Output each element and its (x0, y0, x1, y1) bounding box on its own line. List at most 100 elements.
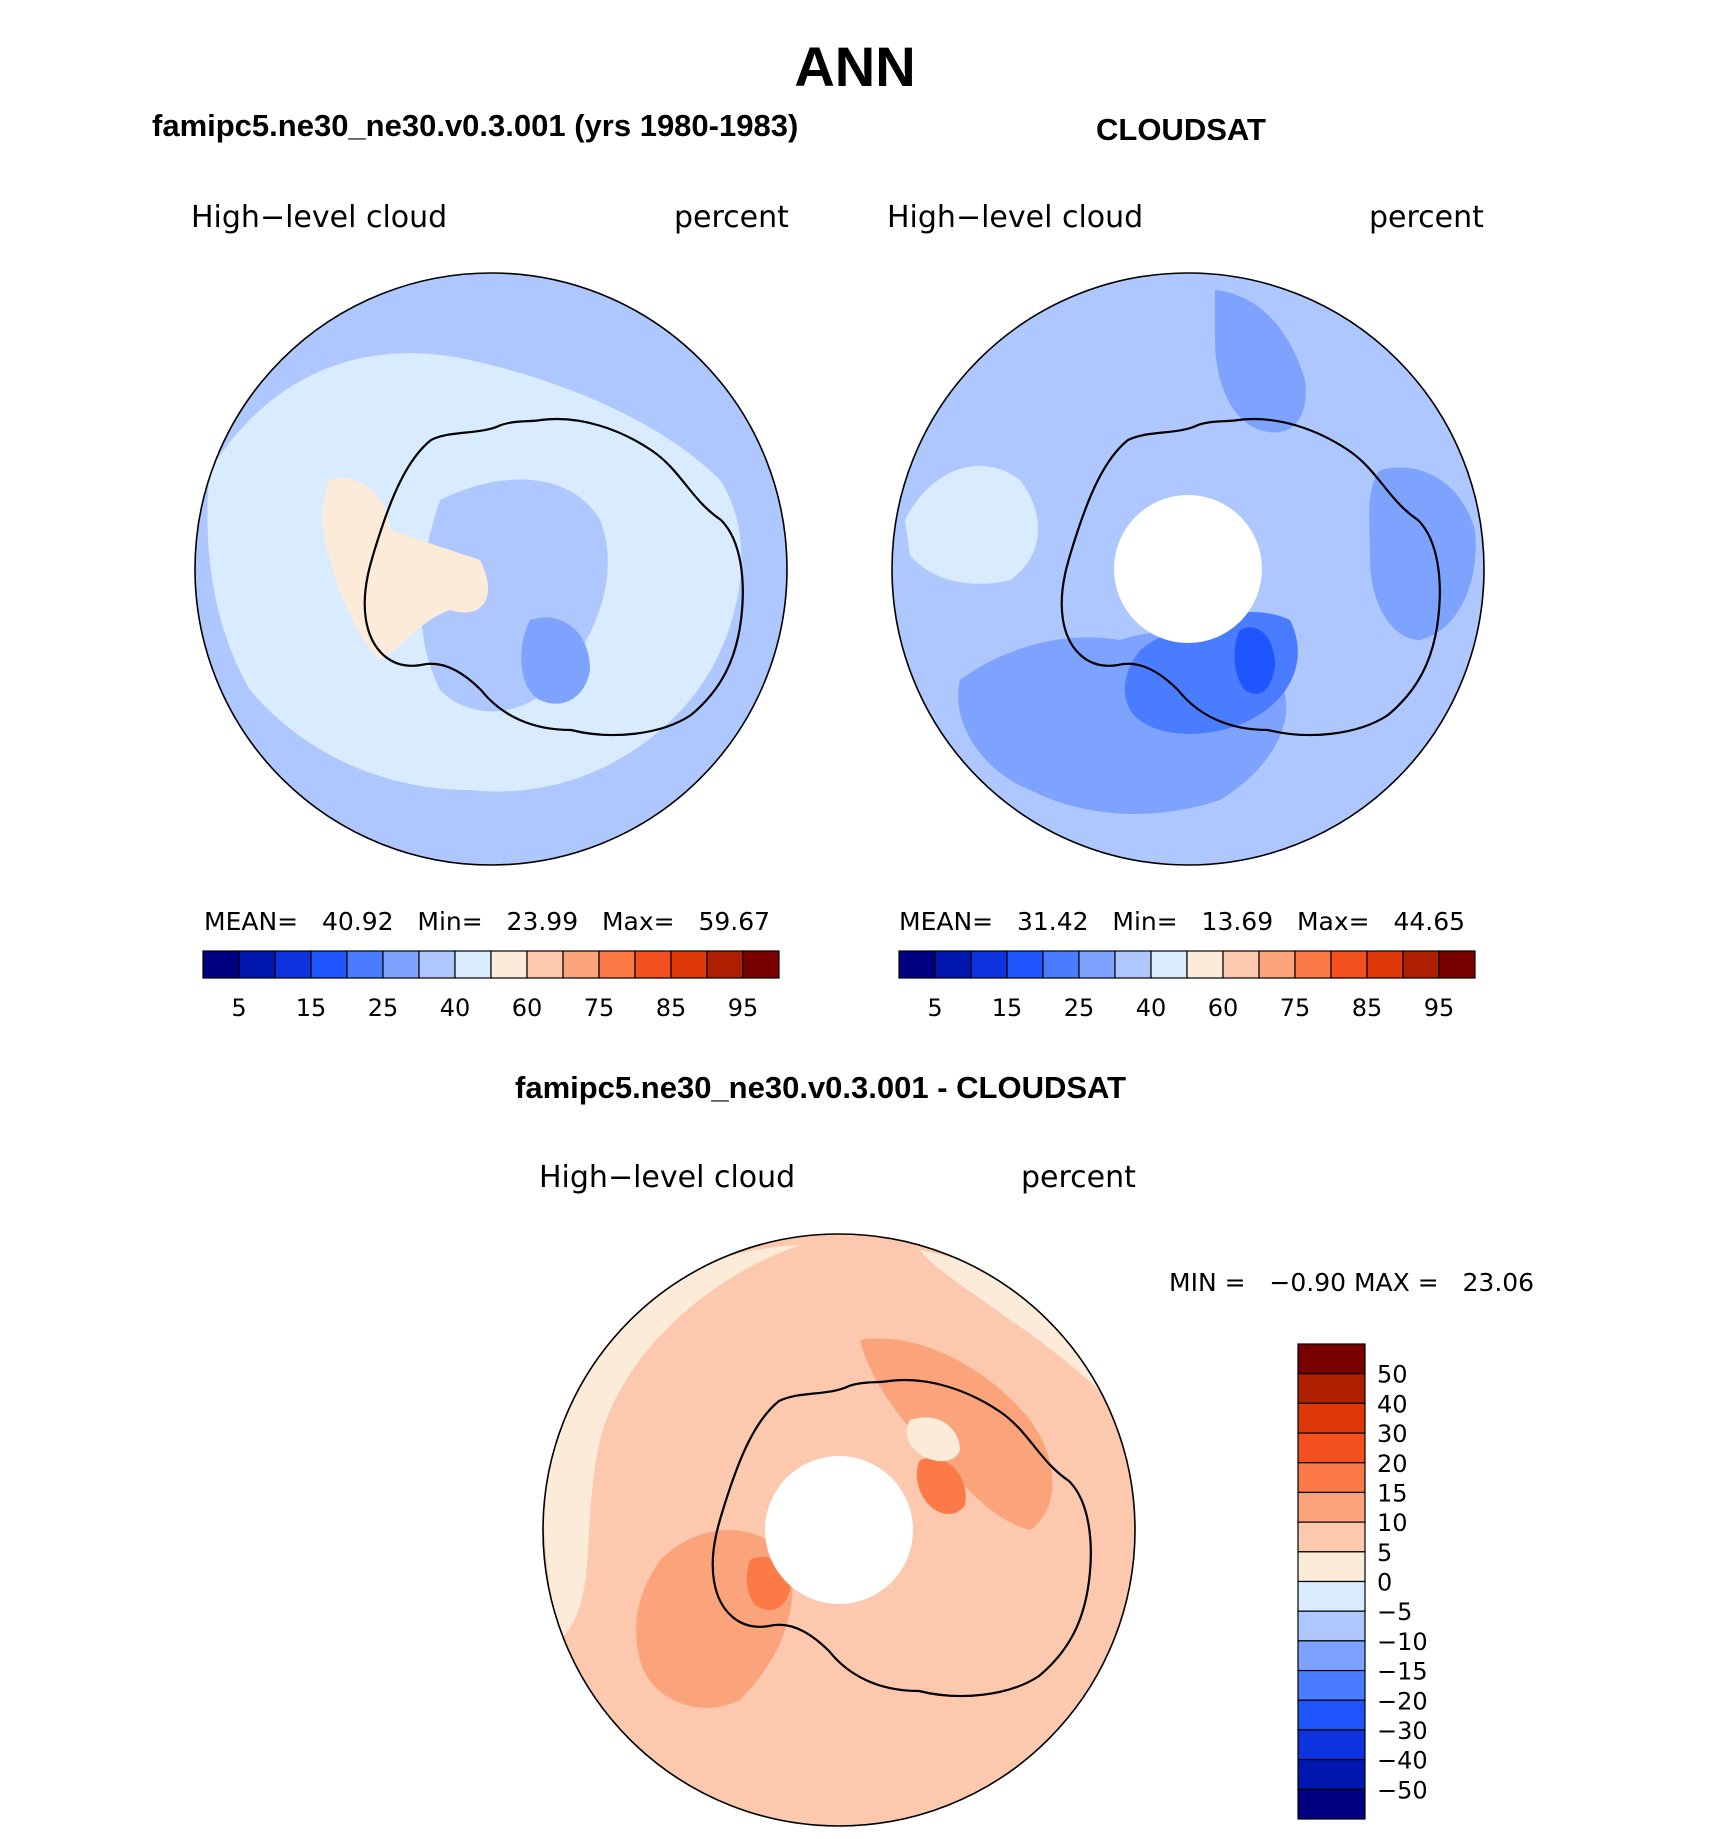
mean-label: MEAN= (204, 907, 299, 936)
diff-colorbar-tick-label: −20 (1377, 1687, 1428, 1715)
figure-title: ANN (794, 35, 916, 98)
min-value: 13.69 (1201, 907, 1274, 936)
obs-colorbar: 5 15 25 40 60 75 85 95 (898, 950, 1476, 1022)
model-colorbar-swatch-6 (418, 950, 456, 979)
obs-colorbar-tick-label: 85 (1352, 994, 1383, 1022)
diff-colorbar-swatch-0 (1297, 1343, 1366, 1375)
model-map (194, 272, 788, 866)
diff-colorbar-tick-label: −5 (1377, 1598, 1412, 1626)
obs-colorbar-tick-label: 25 (1064, 994, 1095, 1022)
diff-colorbar-tick-label: −15 (1377, 1658, 1428, 1686)
obs-colorbar-tick-label: 40 (1136, 994, 1167, 1022)
model-colorbar-swatch-15 (742, 950, 780, 979)
max-value: 59.67 (698, 907, 771, 936)
obs-colorbar-swatch-1 (934, 950, 972, 979)
obs-colorbar-swatch-2 (970, 950, 1008, 979)
diff-colorbar-swatch-2 (1297, 1402, 1366, 1434)
max-label: Max= (601, 907, 675, 936)
obs-field-40-50 (905, 465, 1039, 584)
diff-colorbar-tick-label: 10 (1377, 1509, 1408, 1537)
obs-stats: MEAN= 31.42 Min= 13.69 Max= 44.65 (899, 907, 1465, 936)
obs-colorbar-swatch-15 (1438, 950, 1476, 979)
diff-colorbar-swatch-9 (1297, 1610, 1366, 1642)
model-colorbar: 5 15 25 40 60 75 85 95 (202, 950, 780, 1022)
obs-polar-gap (1114, 495, 1262, 643)
model-colorbar-tick-label: 95 (728, 994, 759, 1022)
model-units-label: percent (674, 200, 789, 235)
model-colorbar-tick-label: 15 (296, 994, 327, 1022)
model-colorbar-tick-label: 60 (512, 994, 543, 1022)
max-value: 44.65 (1393, 907, 1466, 936)
model-variable-label: High−level cloud (191, 200, 448, 235)
max-value: 23.06 (1462, 1268, 1535, 1297)
diff-colorbar-swatch-10 (1297, 1640, 1366, 1672)
diff-polar-gap (765, 1456, 913, 1604)
diff-map (542, 1233, 1136, 1827)
obs-colorbar-swatch-5 (1078, 950, 1116, 979)
model-colorbar-swatch-13 (670, 950, 708, 979)
obs-colorbar-tick-label: 60 (1208, 994, 1239, 1022)
diff-colorbar-swatch-12 (1297, 1699, 1366, 1731)
mean-value: 40.92 (321, 907, 394, 936)
diff-colorbar-tick-label: 15 (1377, 1479, 1408, 1507)
model-colorbar-swatch-3 (310, 950, 348, 979)
obs-colorbar-swatch-12 (1330, 950, 1368, 979)
diff-panel-title: famipc5.ne30_ne30.v0.3.001 - CLOUDSAT (515, 1070, 1127, 1105)
model-colorbar-swatch-0 (202, 950, 240, 979)
diff-field-0-5-interior (906, 1417, 960, 1462)
diff-colorbar-tick-label: 40 (1377, 1390, 1408, 1418)
model-colorbar-swatch-5 (382, 950, 420, 979)
diff-colorbar-swatch-5 (1297, 1491, 1366, 1523)
max-label: Max= (1296, 907, 1370, 936)
max-label: MAX = (1353, 1268, 1439, 1297)
obs-field-15-20 (1234, 627, 1275, 694)
diff-colorbar-swatch-7 (1297, 1551, 1366, 1583)
model-colorbar-swatch-7 (454, 950, 492, 979)
obs-colorbar-swatch-3 (1006, 950, 1044, 979)
obs-colorbar-swatch-0 (898, 950, 936, 979)
diff-colorbar-tick-label: 20 (1377, 1450, 1408, 1478)
diff-field-10-15-east (860, 1338, 1053, 1530)
diff-colorbar-tick-label: 50 (1377, 1361, 1408, 1389)
obs-colorbar-tick-label: 5 (927, 994, 942, 1022)
model-stats: MEAN= 40.92 Min= 23.99 Max= 59.67 (204, 907, 770, 936)
model-colorbar-tick-label: 75 (584, 994, 615, 1022)
diff-colorbar-swatch-3 (1297, 1432, 1366, 1464)
obs-map (891, 272, 1485, 866)
obs-colorbar-tick-label: 95 (1424, 994, 1455, 1022)
obs-colorbar-swatch-10 (1258, 950, 1296, 979)
model-colorbar-swatch-10 (562, 950, 600, 979)
diff-colorbar-swatch-8 (1297, 1580, 1366, 1612)
obs-field-25-30-east (1369, 467, 1476, 640)
obs-colorbar-swatch-11 (1294, 950, 1332, 979)
obs-panel-title: CLOUDSAT (1096, 112, 1266, 147)
diff-colorbar-swatch-6 (1297, 1521, 1366, 1553)
min-label: MIN = (1169, 1268, 1246, 1297)
min-value: −0.90 (1269, 1268, 1347, 1297)
diff-colorbar-tick-label: 5 (1377, 1539, 1392, 1567)
diff-colorbar-tick-label: −30 (1377, 1717, 1428, 1745)
model-colorbar-swatch-4 (346, 950, 384, 979)
obs-field-25-30-north (1215, 290, 1306, 433)
min-label: Min= (417, 907, 483, 936)
obs-colorbar-swatch-7 (1150, 950, 1188, 979)
min-value: 23.99 (506, 907, 579, 936)
obs-colorbar-swatch-8 (1186, 950, 1224, 979)
diff-colorbar-swatch-4 (1297, 1462, 1366, 1494)
diff-field-0-5-ne (920, 1250, 1130, 1420)
diff-colorbar-swatch-1 (1297, 1373, 1366, 1404)
obs-variable-label: High−level cloud (887, 200, 1144, 235)
diff-colorbar-tick-label: −10 (1377, 1628, 1428, 1656)
min-label: Min= (1112, 907, 1178, 936)
obs-colorbar-swatch-14 (1402, 950, 1440, 979)
diff-colorbar-swatch-14 (1297, 1759, 1366, 1790)
diff-colorbar-swatch-15 (1297, 1788, 1366, 1820)
obs-colorbar-swatch-4 (1042, 950, 1080, 979)
obs-colorbar-swatch-13 (1366, 950, 1404, 979)
diff-colorbar-swatch-13 (1297, 1729, 1366, 1761)
obs-colorbar-tick-label: 15 (992, 994, 1023, 1022)
model-colorbar-tick-label: 5 (231, 994, 246, 1022)
model-colorbar-swatch-8 (490, 950, 528, 979)
